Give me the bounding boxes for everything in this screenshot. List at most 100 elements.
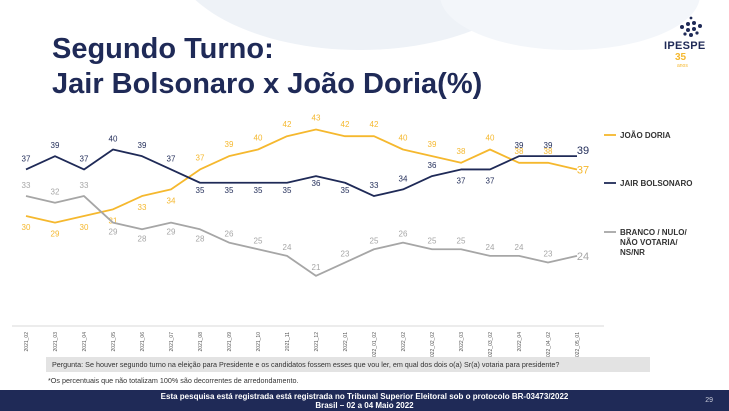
data-label-bolsonaro: 37 [457, 176, 466, 185]
data-label-bolsonaro: 35 [196, 186, 205, 195]
data-label-doria: 40 [486, 134, 495, 143]
x-tick-label: 2022_05_01 [575, 332, 581, 360]
data-label-bolsonaro: 33 [370, 181, 379, 190]
logo-mark-icon [680, 16, 702, 37]
data-label-doria: 30 [80, 223, 89, 232]
footer-bar: Esta pesquisa está registrada está regis… [0, 390, 729, 411]
title-line-1: Segundo Turno: [52, 33, 274, 65]
data-label-branco: 24 [283, 243, 292, 252]
data-label-branco: 32 [51, 188, 60, 197]
data-label-doria: 42 [370, 120, 379, 129]
x-tick-label: 2021_02 [24, 332, 30, 352]
data-label-bolsonaro: 39 [515, 141, 524, 150]
data-label-doria: 42 [283, 120, 292, 129]
x-tick-label: 2021_04 [82, 332, 88, 352]
x-tick-label: 2022_03_02 [488, 332, 494, 360]
data-label-branco: 33 [80, 181, 89, 190]
data-label-doria: 33 [138, 203, 147, 212]
data-label-bolsonaro: 35 [341, 186, 350, 195]
data-label-doria: 39 [225, 140, 234, 149]
footer-registration: Esta pesquisa está registrada está regis… [160, 392, 569, 401]
footer-survey-dates: Brasil – 02 a 04 Maio 2022 [315, 400, 414, 410]
series-line-branco [25, 195, 578, 277]
survey-question: Pergunta: Se houver segundo turno na ele… [46, 357, 650, 372]
data-label-bolsonaro: 39 [577, 145, 589, 157]
data-label-doria: 31 [109, 216, 118, 225]
x-tick-label: 2021_07 [169, 332, 175, 352]
legend-label-branco: NÃO VOTARIA/ [620, 238, 678, 247]
data-label-bolsonaro: 36 [428, 161, 437, 170]
data-label-branco: 24 [577, 251, 589, 263]
x-tick-label: 2021_08 [198, 332, 204, 352]
data-label-branco: 25 [457, 236, 466, 245]
data-label-doria: 37 [196, 153, 205, 162]
data-label-branco: 33 [22, 181, 31, 190]
data-label-branco: 29 [167, 228, 176, 237]
data-label-doria: 40 [254, 134, 263, 143]
data-label-branco: 28 [196, 234, 205, 243]
x-tick-label: 2022_01_02 [372, 332, 378, 360]
data-label-bolsonaro: 37 [167, 154, 176, 163]
x-tick-label: 2022_04_02 [546, 332, 552, 360]
x-tick-label: 2021_11 [285, 332, 291, 351]
rounding-note: *Os percentuais que não totalizam 100% s… [48, 376, 299, 385]
data-label-bolsonaro: 39 [544, 141, 553, 150]
x-tick-label: 2021_09 [227, 332, 233, 352]
logo-name: IPESPE [664, 40, 706, 52]
data-label-bolsonaro: 35 [283, 186, 292, 195]
data-label-branco: 23 [341, 250, 350, 259]
data-label-branco: 26 [399, 230, 408, 239]
data-label-bolsonaro: 35 [225, 186, 234, 195]
data-label-branco: 24 [515, 243, 524, 252]
x-tick-label: 2022_01 [343, 332, 349, 352]
data-label-branco: 25 [254, 236, 263, 245]
data-label-bolsonaro: 37 [22, 154, 31, 163]
data-label-doria: 38 [457, 147, 466, 156]
data-label-doria: 29 [51, 230, 60, 239]
data-label-doria: 37 [577, 164, 589, 176]
page-number: 29 [705, 397, 713, 404]
x-tick-label: 2022_02 [401, 332, 407, 352]
data-label-doria: 39 [428, 140, 437, 149]
title-line-2: Jair Bolsonaro x João Doria(%) [52, 68, 483, 100]
logo-anniversary: 35 [675, 52, 687, 63]
x-tick-label: 2022_03 [459, 332, 465, 352]
data-label-branco: 21 [312, 263, 321, 272]
data-label-branco: 24 [486, 243, 495, 252]
data-label-branco: 29 [109, 228, 118, 237]
series-line-doria [25, 128, 578, 224]
legend-label-doria: JOÃO DORIA [620, 131, 671, 140]
data-label-branco: 23 [544, 250, 553, 259]
legend-label-branco: NS/NR [620, 248, 645, 257]
data-label-branco: 25 [370, 236, 379, 245]
data-label-doria: 40 [399, 134, 408, 143]
data-label-bolsonaro: 34 [399, 174, 408, 183]
legend-label-bolsonaro: JAIR BOLSONARO [620, 179, 692, 188]
data-label-doria: 38 [544, 147, 553, 156]
data-label-branco: 28 [138, 234, 147, 243]
x-tick-label: 2021_12 [314, 332, 320, 352]
logo-anniversary-tag: anos [677, 63, 688, 69]
x-tick-label: 2022_04 [517, 332, 523, 352]
data-label-doria: 34 [167, 196, 176, 205]
data-label-bolsonaro: 39 [51, 141, 60, 150]
page-title: Segundo Turno: Jair Bolsonaro x João Dor… [52, 32, 482, 102]
data-label-doria: 38 [515, 147, 524, 156]
data-label-doria: 43 [312, 114, 321, 123]
data-label-branco: 25 [428, 236, 437, 245]
series-line-bolsonaro [25, 148, 577, 197]
legend-label-branco: BRANCO / NULO/ [620, 228, 687, 237]
data-label-branco: 26 [225, 230, 234, 239]
data-label-bolsonaro: 39 [138, 141, 147, 150]
data-label-bolsonaro: 36 [312, 179, 321, 188]
data-label-bolsonaro: 40 [109, 135, 118, 144]
x-tick-label: 2021_10 [256, 332, 262, 352]
data-label-bolsonaro: 37 [486, 176, 495, 185]
data-label-doria: 30 [22, 223, 31, 232]
data-label-doria: 42 [341, 120, 350, 129]
x-tick-label: 2021_03 [53, 332, 59, 352]
x-tick-label: 2021_06 [140, 332, 146, 352]
data-label-bolsonaro: 37 [80, 154, 89, 163]
x-tick-label: 2021_05 [111, 332, 117, 352]
